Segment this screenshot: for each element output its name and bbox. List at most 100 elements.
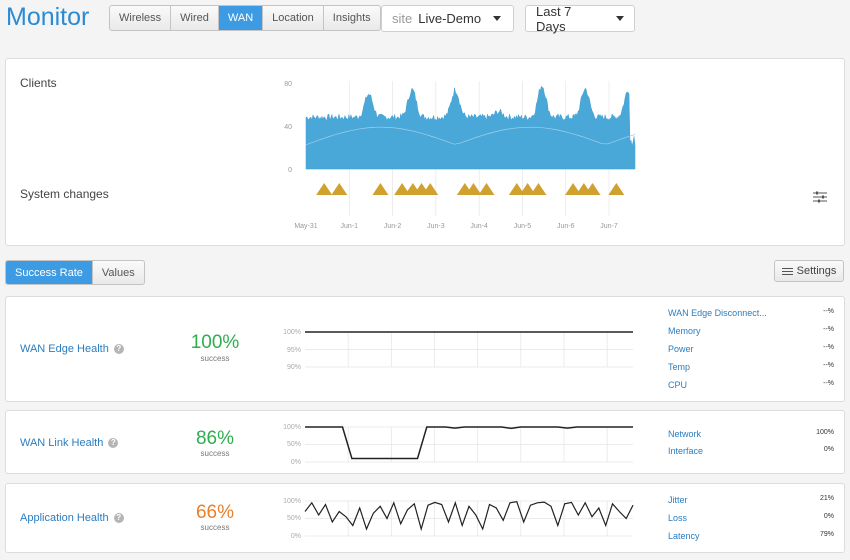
- wan-link-grid: [305, 426, 633, 463]
- metric-row: Interface 0%: [668, 446, 834, 456]
- metric-memory[interactable]: Memory: [668, 326, 701, 336]
- metric-value: --%: [823, 362, 834, 369]
- wan-link-health-label: WAN Link Health: [20, 437, 104, 449]
- application-health-grid: [305, 500, 633, 537]
- top-bar: Monitor Wireless Wired WAN Location Insi…: [0, 0, 850, 40]
- monitor-tab-group: Wireless Wired WAN Location Insights: [109, 5, 381, 31]
- metric-latency[interactable]: Latency: [668, 531, 700, 541]
- metric-row: Memory --%: [668, 326, 834, 336]
- tab-wired[interactable]: Wired: [171, 6, 219, 30]
- system-change-marker[interactable]: [465, 183, 482, 195]
- help-icon[interactable]: ?: [108, 438, 119, 448]
- system-change-marker[interactable]: [394, 183, 411, 195]
- system-change-marker[interactable]: [608, 183, 625, 195]
- metric-power[interactable]: Power: [668, 344, 694, 354]
- metric-value: 21%: [819, 495, 834, 502]
- chevron-down-icon: [616, 16, 624, 21]
- help-icon[interactable]: ?: [113, 344, 124, 354]
- metric-value: --%: [823, 308, 834, 315]
- y-tick-50: 50%: [287, 441, 301, 448]
- x-tick-label: Jun-6: [557, 223, 575, 230]
- metric-cpu[interactable]: CPU: [668, 380, 688, 390]
- date-range-dropdown[interactable]: Last 7 Days: [525, 4, 635, 34]
- clients-trend-line: [305, 126, 636, 146]
- metric-row: Jitter 21%: [668, 495, 834, 505]
- y-tick-100: 100%: [283, 498, 301, 505]
- metric-loss[interactable]: Loss: [668, 513, 688, 523]
- metric-row: CPU --%: [668, 380, 834, 390]
- metric-value: --%: [823, 326, 834, 333]
- x-axis-ticks: May-31 Jun-1 Jun-2 Jun-3 Jun-4 Jun-5 Jun-6 Jun-…: [294, 223, 618, 230]
- application-health-title[interactable]: Application Health ?: [20, 512, 124, 524]
- help-icon[interactable]: ?: [113, 513, 124, 523]
- system-change-marker[interactable]: [508, 183, 525, 195]
- tab-insights[interactable]: Insights: [332, 12, 371, 24]
- sliders-icon: [781, 267, 793, 275]
- system-change-marker[interactable]: [530, 183, 547, 195]
- application-health-series: [304, 500, 634, 532]
- system-changes-label: System changes: [20, 187, 109, 201]
- metric-temp[interactable]: Temp: [668, 362, 691, 372]
- wan-link-chart: 100% 50% 0%: [283, 424, 633, 466]
- x-tick-label: Jun-4: [470, 223, 488, 230]
- system-change-marker[interactable]: [331, 183, 348, 195]
- metric-interface[interactable]: Interface: [668, 446, 704, 456]
- y-tick-0: 0%: [291, 533, 301, 540]
- page-title: Monitor: [6, 3, 90, 31]
- metric-row: WAN Edge Disconnect... --%: [668, 308, 834, 318]
- settings-label: Settings: [796, 265, 837, 277]
- wan-edge-percent: 100%: [190, 332, 240, 353]
- settings-button[interactable]: Settings: [774, 260, 844, 282]
- metric-row: Power --%: [668, 344, 834, 354]
- y-tick-95: 95%: [287, 347, 301, 354]
- application-health-percent: 66%: [195, 502, 235, 523]
- success-rate-button[interactable]: Success Rate: [6, 261, 93, 284]
- values-button[interactable]: Values: [101, 267, 135, 279]
- x-tick-label: Jun-7: [600, 223, 618, 230]
- chart-options-icon[interactable]: [813, 190, 827, 203]
- x-tick-label: Jun-1: [341, 223, 359, 230]
- wan-link-health-series: [305, 426, 633, 460]
- metric-network[interactable]: Network: [668, 429, 702, 439]
- wan-link-health-panel: WAN Link Health ? 86% success 100% 50% 0…: [5, 410, 845, 474]
- system-change-marker[interactable]: [478, 183, 495, 195]
- system-change-marker[interactable]: [584, 183, 601, 195]
- application-health-label: Application Health: [20, 512, 109, 524]
- x-tick-label: May-31: [294, 223, 317, 230]
- application-health-panel: Application Health ? 66% success 100% 50…: [5, 483, 845, 553]
- y-tick-80: 80: [284, 81, 292, 88]
- metric-value: --%: [823, 380, 834, 387]
- clients-chart: 80 40 0 May-31 Jun-1 Jun-2 Jun-3 Jun-4 Jun-5 J…: [284, 81, 636, 230]
- site-dropdown[interactable]: site Live-Demo: [381, 5, 514, 32]
- wan-edge-health-title[interactable]: WAN Edge Health ?: [20, 343, 124, 355]
- application-health-chart: 100% 50% 0%: [283, 498, 634, 540]
- metric-mode-toggle: Success Rate Values: [5, 260, 145, 285]
- wan-link-health-title[interactable]: WAN Link Health ?: [20, 437, 119, 449]
- metric-value: 0%: [823, 513, 834, 520]
- clients-label: Clients: [20, 76, 57, 90]
- wan-edge-chart: 100% 95% 90%: [283, 329, 633, 371]
- system-change-marker[interactable]: [519, 183, 536, 195]
- metric-value: 79%: [819, 531, 834, 538]
- metric-jitter[interactable]: Jitter: [668, 495, 688, 505]
- metric-wan-edge-disconnect[interactable]: WAN Edge Disconnect...: [668, 308, 767, 318]
- system-change-marker[interactable]: [422, 183, 439, 195]
- wan-edge-grid: [305, 331, 633, 368]
- system-change-marker[interactable]: [565, 183, 582, 195]
- tab-location[interactable]: Location: [263, 6, 324, 30]
- wan-link-percent: 86%: [195, 428, 235, 449]
- metric-row: Latency 79%: [668, 531, 834, 541]
- clients-area-series: [305, 85, 636, 170]
- metric-value: 0%: [823, 446, 834, 453]
- wan-link-success-label: success: [200, 449, 230, 458]
- metric-value: 100%: [816, 429, 834, 436]
- tab-wireless[interactable]: Wireless: [110, 6, 172, 30]
- x-tick-label: Jun-2: [384, 223, 402, 230]
- site-value: Live-Demo: [418, 11, 482, 26]
- system-change-markers: [316, 183, 625, 195]
- system-change-marker[interactable]: [372, 183, 389, 195]
- system-change-marker[interactable]: [316, 183, 333, 195]
- tab-wan[interactable]: WAN: [218, 6, 264, 30]
- x-tick-label: Jun-3: [427, 223, 445, 230]
- x-tick-label: Jun-5: [514, 223, 532, 230]
